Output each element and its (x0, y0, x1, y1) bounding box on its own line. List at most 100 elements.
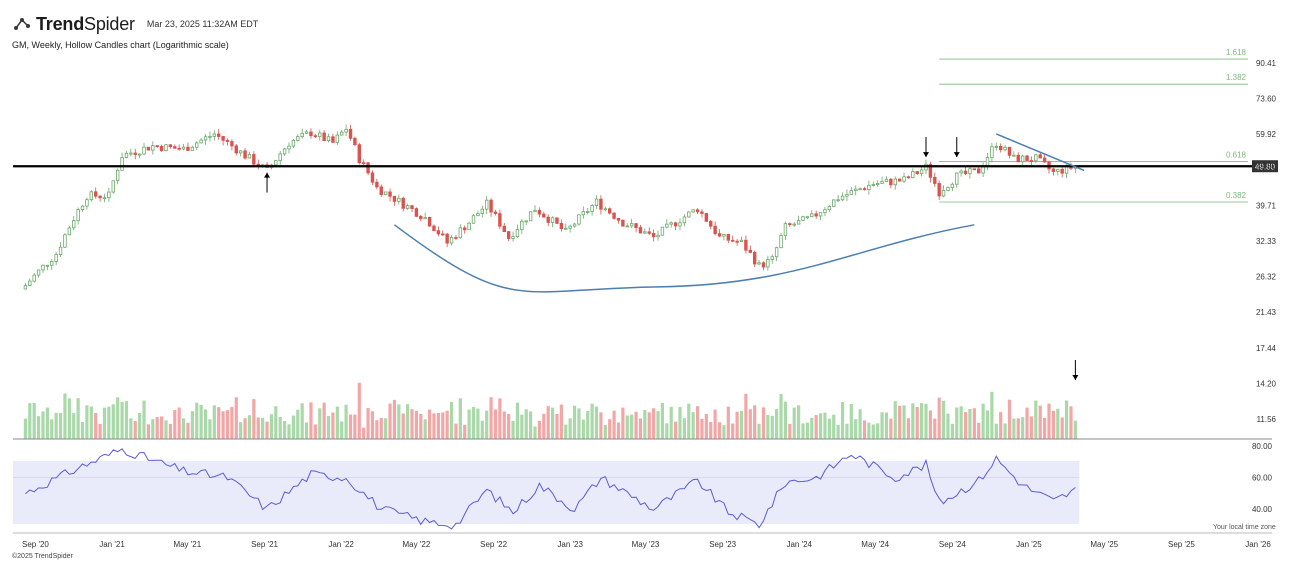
volume-bar (985, 410, 990, 439)
volume-bar (665, 423, 669, 439)
volume-bar (1016, 418, 1020, 439)
volume-bar (138, 412, 142, 439)
volume-bar (555, 413, 559, 439)
time-axis-label: May '21 (173, 540, 201, 549)
candle-body (862, 188, 867, 191)
candle-body (1025, 155, 1029, 161)
candle-body (875, 183, 880, 185)
candle-body (111, 180, 115, 193)
candle-body (968, 168, 972, 175)
candle-body (902, 176, 906, 182)
volume-bar (933, 418, 937, 439)
candle-body (845, 193, 849, 197)
volume-bar (638, 418, 643, 439)
volume-bar (546, 406, 550, 439)
volume-bar (23, 418, 28, 439)
down-arrow-icon (953, 152, 960, 158)
volume-bar (572, 405, 577, 439)
volume-bar (410, 409, 414, 439)
up-arrow-icon (264, 172, 271, 178)
candle-body (963, 170, 968, 175)
axes: 90.41 73.60 59.92 49.80 39.71 32.33 26.32 21.43… (13, 59, 1277, 549)
volume-bar (840, 402, 845, 439)
volume-bar (458, 398, 462, 439)
volume-bar (722, 425, 726, 439)
cup-curve (393, 224, 975, 293)
candle-body (638, 227, 643, 234)
volume-bar (1012, 418, 1016, 439)
volume-bar (186, 422, 190, 439)
candle-body (23, 285, 28, 290)
candle-body (45, 264, 50, 267)
volume-bar (625, 415, 629, 439)
candle-body (181, 146, 186, 150)
candle-body (313, 135, 318, 138)
candle-body (722, 234, 726, 237)
candle-body (427, 216, 432, 227)
candle-body (643, 231, 647, 234)
candle-body (854, 188, 858, 191)
volume-bar (630, 414, 634, 439)
volume-bar (779, 393, 783, 439)
volume-bar (146, 424, 151, 439)
volume-bar (221, 411, 225, 439)
candle-body (484, 199, 489, 210)
volume-bar (792, 407, 796, 439)
volume-bar (300, 403, 304, 439)
volume-bar (50, 419, 54, 439)
candle-body (985, 157, 990, 167)
candle-body (691, 209, 695, 213)
candle-body (449, 237, 454, 244)
volume-bar (928, 410, 932, 439)
brand-name: TrendSpider (36, 13, 135, 34)
candle-body (107, 191, 111, 199)
candle-body (867, 184, 871, 190)
volume-bar (748, 409, 752, 439)
candle-body (1042, 157, 1047, 163)
candle-body (326, 136, 331, 141)
volume-bar (45, 407, 49, 439)
volume-bar (1038, 405, 1042, 439)
candle-body (1038, 154, 1042, 159)
volume-bar (173, 409, 177, 439)
volume-bar (375, 420, 379, 439)
volume-bar (36, 416, 41, 439)
volume-bar (801, 423, 805, 439)
volume-bar (590, 403, 594, 439)
volume-bar (990, 391, 994, 439)
volume-bar (994, 423, 998, 439)
candle-body (713, 225, 717, 235)
candle-body (238, 150, 243, 154)
candles (23, 124, 1078, 290)
volume-bar (814, 415, 818, 439)
candle-body (735, 240, 739, 243)
candle-body (1012, 154, 1016, 157)
volume-bar (480, 420, 484, 439)
candle-body (788, 223, 792, 226)
volume-bar (199, 404, 203, 439)
volume-bar (761, 407, 766, 439)
candle-body (1003, 146, 1007, 151)
volume-bar (766, 414, 770, 439)
volume-bar (269, 414, 274, 439)
volume-bar (937, 397, 941, 439)
volume-bar (181, 418, 186, 439)
volume-bar (959, 406, 963, 439)
volume-bar (906, 418, 911, 439)
volume-bar (348, 414, 353, 439)
candle-body (889, 178, 893, 186)
candle-body (928, 163, 933, 178)
volume-bar (436, 412, 440, 439)
volume-bar (797, 405, 801, 439)
volume-bar (278, 416, 282, 439)
volume-bar (94, 413, 98, 439)
volume-bar (744, 393, 748, 439)
candle-body (647, 231, 651, 234)
candle-body (115, 169, 120, 182)
volume-bar (89, 406, 93, 439)
volume-bar (427, 409, 432, 439)
candle-body (423, 216, 427, 220)
candle-body (1051, 168, 1056, 172)
candle-body (568, 225, 572, 229)
